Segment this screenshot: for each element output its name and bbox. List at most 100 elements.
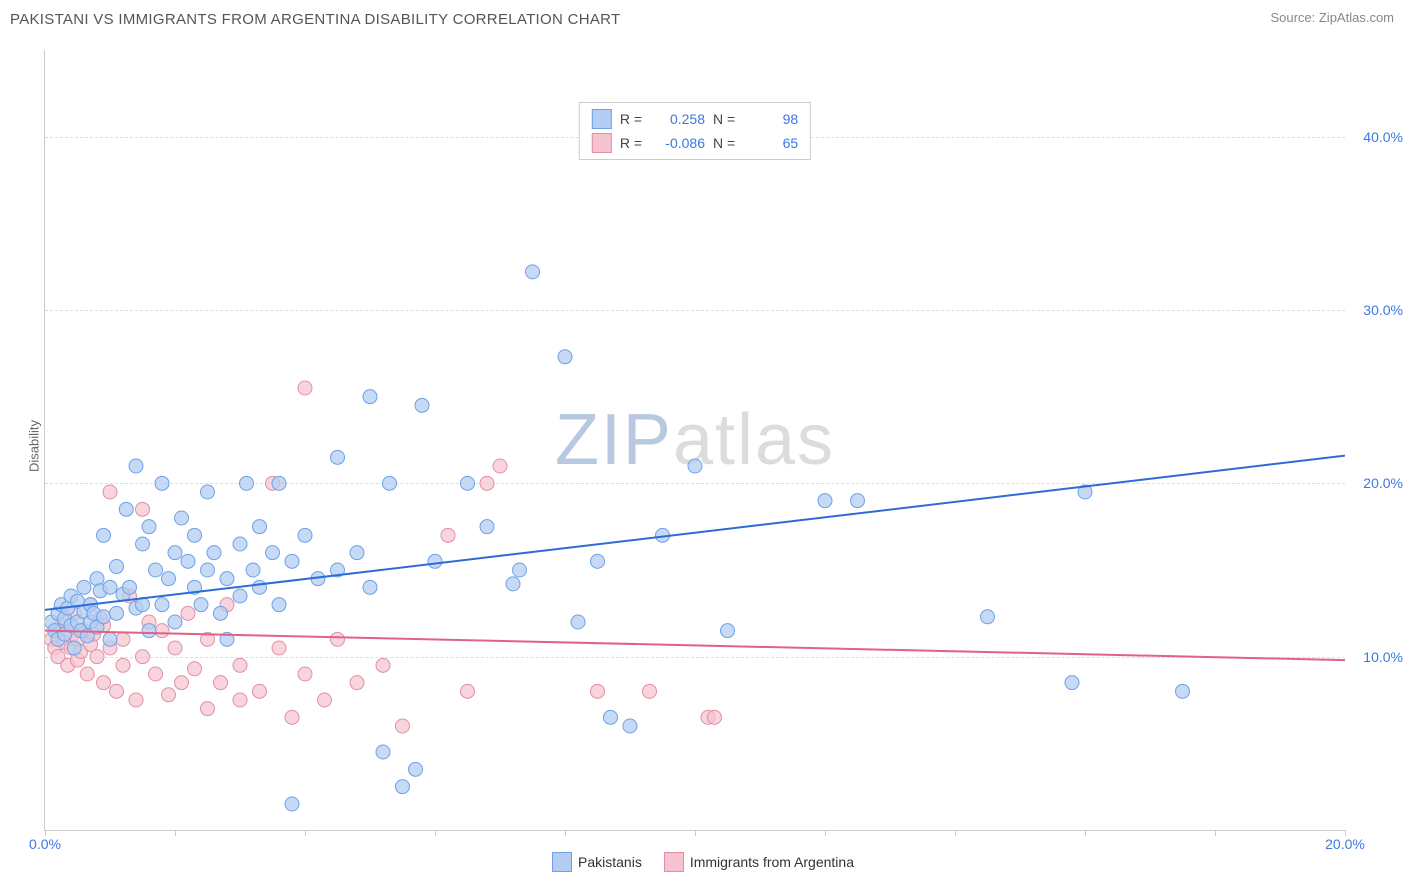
r-label: R = xyxy=(620,135,642,151)
scatter-point xyxy=(201,563,215,577)
scatter-point xyxy=(298,381,312,395)
scatter-point xyxy=(513,563,527,577)
scatter-point xyxy=(493,459,507,473)
correlation-row: R = 0.258 N = 98 xyxy=(588,107,802,131)
n-value: 98 xyxy=(743,111,798,127)
x-tick-mark xyxy=(45,830,46,836)
scatter-point xyxy=(558,350,572,364)
scatter-point xyxy=(201,485,215,499)
scatter-point xyxy=(103,580,117,594)
scatter-point xyxy=(818,494,832,508)
scatter-point xyxy=(441,528,455,542)
scatter-point xyxy=(396,719,410,733)
scatter-point xyxy=(285,710,299,724)
scatter-point xyxy=(201,702,215,716)
scatter-point xyxy=(129,459,143,473)
scatter-point xyxy=(116,658,130,672)
y-tick-label: 10.0% xyxy=(1363,649,1403,665)
scatter-point xyxy=(67,641,81,655)
scatter-point xyxy=(383,476,397,490)
scatter-point xyxy=(90,650,104,664)
x-tick-label: 0.0% xyxy=(29,836,61,852)
r-value: -0.086 xyxy=(650,135,705,151)
y-axis-label: Disability xyxy=(27,420,42,472)
scatter-point xyxy=(155,476,169,490)
scatter-point xyxy=(207,546,221,560)
scatter-point xyxy=(233,589,247,603)
scatter-point xyxy=(214,676,228,690)
scatter-point xyxy=(142,624,156,638)
scatter-point xyxy=(97,610,111,624)
scatter-point xyxy=(155,598,169,612)
scatter-point xyxy=(272,476,286,490)
scatter-point xyxy=(1065,676,1079,690)
scatter-point xyxy=(175,511,189,525)
scatter-point xyxy=(142,520,156,534)
scatter-point xyxy=(721,624,735,638)
n-value: 65 xyxy=(743,135,798,151)
scatter-point xyxy=(168,615,182,629)
scatter-point xyxy=(708,710,722,724)
y-tick-label: 40.0% xyxy=(1363,129,1403,145)
scatter-point xyxy=(103,632,117,646)
scatter-point xyxy=(123,580,137,594)
scatter-point xyxy=(331,632,345,646)
scatter-point xyxy=(363,390,377,404)
scatter-point xyxy=(168,641,182,655)
scatter-point xyxy=(97,676,111,690)
series-swatch xyxy=(592,133,612,153)
x-tick-mark xyxy=(435,830,436,836)
scatter-point xyxy=(363,580,377,594)
scatter-point xyxy=(233,693,247,707)
scatter-point xyxy=(428,554,442,568)
y-tick-label: 30.0% xyxy=(1363,302,1403,318)
scatter-point xyxy=(285,797,299,811)
scatter-point xyxy=(116,632,130,646)
source-label: Source: ZipAtlas.com xyxy=(1270,10,1394,25)
scatter-point xyxy=(415,398,429,412)
scatter-point xyxy=(188,528,202,542)
scatter-point xyxy=(253,684,267,698)
scatter-point xyxy=(591,684,605,698)
scatter-point xyxy=(162,688,176,702)
scatter-point xyxy=(149,563,163,577)
scatter-point xyxy=(188,662,202,676)
scatter-point xyxy=(149,667,163,681)
scatter-point xyxy=(119,502,133,516)
series-swatch xyxy=(592,109,612,129)
scatter-point xyxy=(233,658,247,672)
scatter-point xyxy=(461,684,475,698)
scatter-point xyxy=(285,554,299,568)
x-tick-mark xyxy=(825,830,826,836)
legend-item: Pakistanis xyxy=(552,852,642,872)
scatter-point xyxy=(168,546,182,560)
x-tick-mark xyxy=(305,830,306,836)
scatter-svg xyxy=(45,50,1345,830)
scatter-point xyxy=(272,641,286,655)
scatter-point xyxy=(194,598,208,612)
scatter-point xyxy=(688,459,702,473)
x-tick-mark xyxy=(1345,830,1346,836)
scatter-point xyxy=(266,546,280,560)
scatter-point xyxy=(1176,684,1190,698)
y-tick-label: 20.0% xyxy=(1363,475,1403,491)
scatter-point xyxy=(103,485,117,499)
scatter-point xyxy=(571,615,585,629)
scatter-point xyxy=(376,745,390,759)
n-label: N = xyxy=(713,111,735,127)
scatter-point xyxy=(80,667,94,681)
scatter-point xyxy=(298,667,312,681)
scatter-point xyxy=(981,610,995,624)
scatter-point xyxy=(604,710,618,724)
scatter-point xyxy=(110,560,124,574)
x-tick-label: 20.0% xyxy=(1325,836,1365,852)
legend-label: Pakistanis xyxy=(578,854,642,870)
legend: Pakistanis Immigrants from Argentina xyxy=(552,852,854,872)
scatter-point xyxy=(461,476,475,490)
scatter-point xyxy=(350,676,364,690)
scatter-point xyxy=(110,606,124,620)
legend-item: Immigrants from Argentina xyxy=(664,852,854,872)
scatter-point xyxy=(298,528,312,542)
regression-line xyxy=(45,631,1345,660)
scatter-point xyxy=(350,546,364,560)
